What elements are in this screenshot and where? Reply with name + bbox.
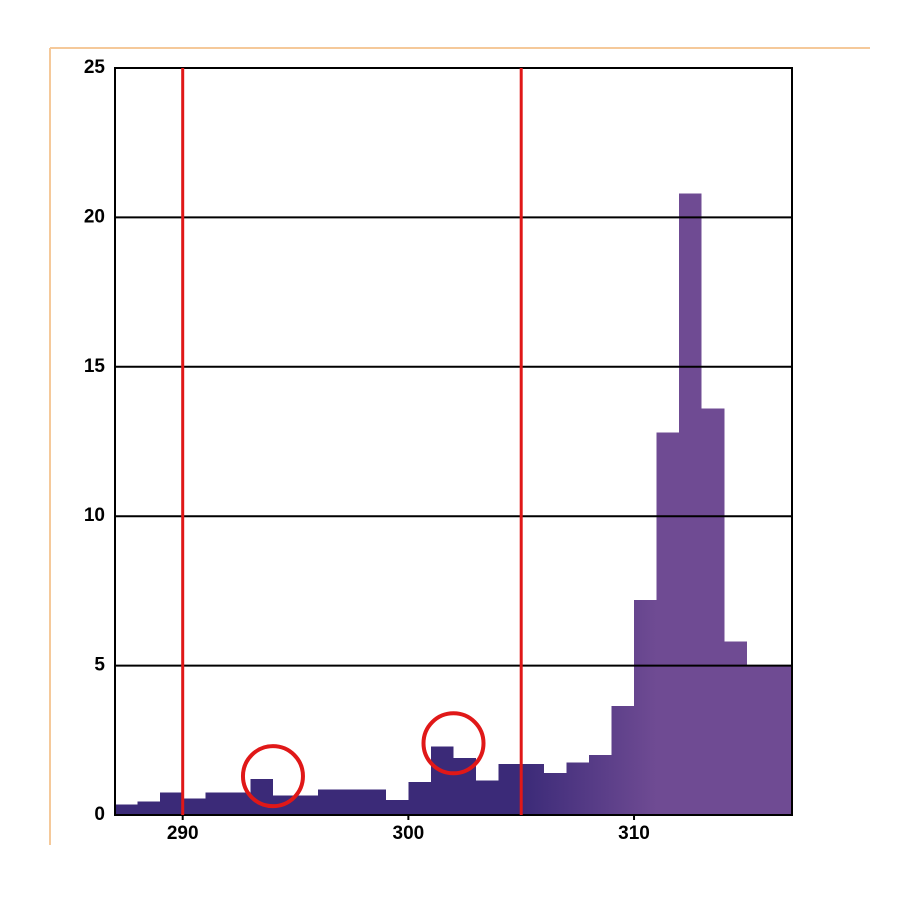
bar xyxy=(227,792,251,815)
bar xyxy=(588,755,612,815)
y-tick-label: 5 xyxy=(94,655,105,676)
bar xyxy=(634,599,657,815)
x-tick-label: 310 xyxy=(618,823,650,844)
highlight-circle xyxy=(421,711,486,776)
highlight-circle xyxy=(240,744,305,809)
bar xyxy=(363,789,386,815)
bar xyxy=(566,762,589,815)
bar xyxy=(679,193,702,816)
bar xyxy=(543,773,567,815)
bar xyxy=(385,800,409,815)
bar xyxy=(160,792,183,815)
bar xyxy=(746,665,770,815)
bar xyxy=(318,789,341,815)
bar xyxy=(182,798,206,815)
bar xyxy=(769,665,792,815)
y-tick-label: 10 xyxy=(84,505,105,526)
bar xyxy=(701,408,725,815)
bar xyxy=(521,764,544,815)
plot-frame xyxy=(114,67,793,816)
y-tick-label: 20 xyxy=(84,206,105,227)
bar xyxy=(295,795,319,815)
bar xyxy=(498,764,522,815)
bar xyxy=(408,782,431,815)
bar xyxy=(340,789,364,815)
x-tick-label: 290 xyxy=(167,823,199,844)
bar xyxy=(656,432,680,815)
bar xyxy=(430,746,454,815)
bar xyxy=(476,780,499,815)
y-tick-label: 0 xyxy=(94,804,105,825)
bar xyxy=(205,792,228,815)
bar xyxy=(137,801,161,815)
bar xyxy=(115,804,138,815)
x-tick-label: 300 xyxy=(393,823,425,844)
y-tick-label: 25 xyxy=(84,57,106,78)
y-tick-label: 15 xyxy=(84,356,106,377)
bar xyxy=(611,705,635,815)
bar xyxy=(724,641,747,815)
